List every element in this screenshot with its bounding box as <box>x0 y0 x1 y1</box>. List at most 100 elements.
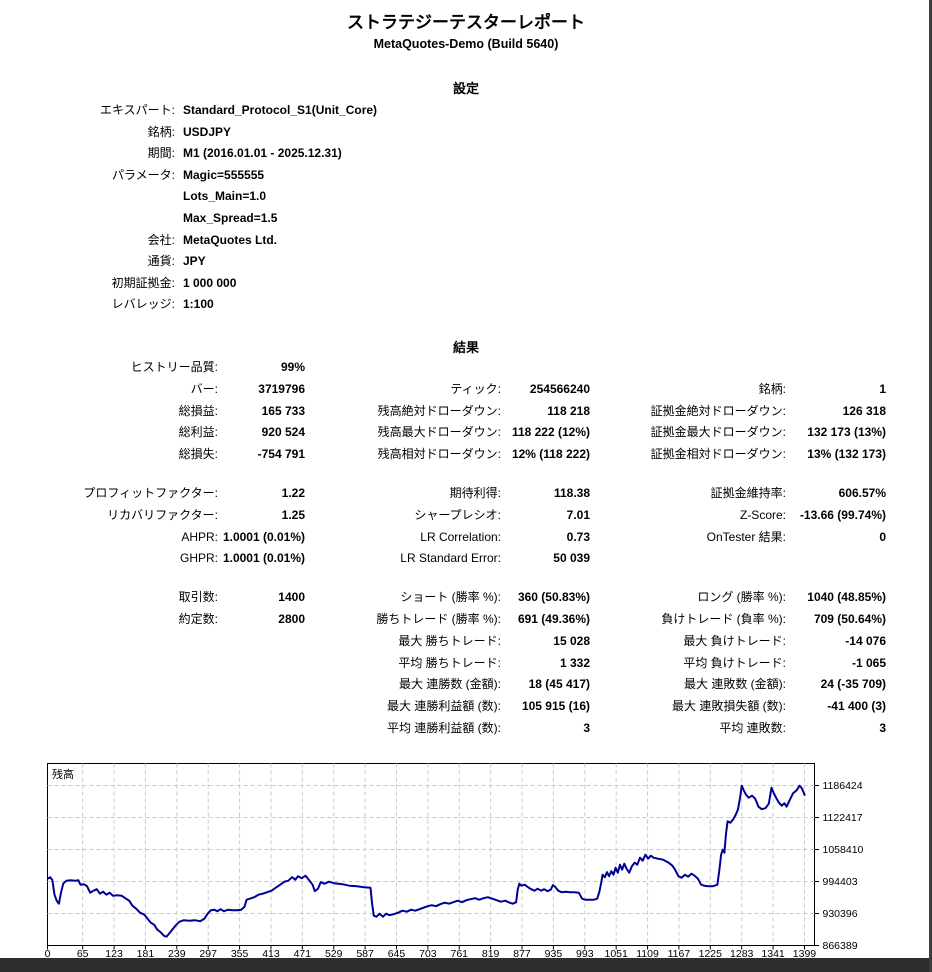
result-label <box>590 357 786 379</box>
result-label: ティック: <box>450 381 501 396</box>
result-label: 証拠金最大ドローダウン: <box>650 425 786 440</box>
result-value: 132 173 (13%) <box>807 425 886 440</box>
svg-text:1283: 1283 <box>730 948 754 960</box>
svg-text:297: 297 <box>199 948 217 960</box>
result-label: 最大 勝ちトレード: <box>398 633 501 648</box>
result-label: 証拠金相対ドローダウン: <box>650 447 786 462</box>
result-value: 118.38 <box>553 485 590 500</box>
results-row: 平均 勝ちトレード: 1 332 平均 負けトレード: -1 065 <box>0 653 932 675</box>
results-block: ヒストリー品質: 99% バー: 3719796 ティック: 254566240 銘柄: 1 総… <box>0 357 932 466</box>
result-label: 平均 連敗数: <box>719 720 786 735</box>
result-label: 平均 勝ちトレード: <box>398 655 501 670</box>
plot-border <box>47 763 815 946</box>
result-value: 12% (118 222) <box>511 447 590 462</box>
svg-text:866389: 866389 <box>823 940 858 952</box>
setting-label: 初期証拠金: <box>111 275 175 290</box>
settings-row: レバレッジ: 1:100 <box>0 294 932 316</box>
results-row: 最大 連勝数 (金額): 18 (45 417) 最大 連敗数 (金額): 24 (-… <box>0 674 932 696</box>
svg-text:471: 471 <box>294 948 312 960</box>
result-label: 総損益: <box>178 403 218 418</box>
setting-label <box>0 208 175 230</box>
setting-label: エキスパート: <box>100 103 175 117</box>
result-label: ヒストリー品質: <box>130 360 218 374</box>
svg-text:761: 761 <box>450 948 468 960</box>
report-subtitle: MetaQuotes-Demo (Build 5640) <box>373 37 559 51</box>
result-value: 105 915 (16) <box>521 699 590 714</box>
settings-row: Lots_Main=1.0 <box>0 186 932 208</box>
settings-row: 期間: M1 (2016.01.01 - 2025.12.31) <box>0 143 932 165</box>
results-table: ヒストリー品質: 99% バー: 3719796 ティック: 254566240 銘柄: 1 総… <box>0 357 932 757</box>
result-value <box>218 653 305 675</box>
setting-value: Lots_Main=1.0 <box>183 189 267 204</box>
settings-table: エキスパート: Standard_Protocol_S1(Unit_Core) 銘柄… <box>0 100 932 316</box>
balance-chart: 残高 0 65 123 181 239 297 355 413 471 529 587 645 703 7… <box>44 761 932 967</box>
result-value <box>218 696 305 718</box>
setting-label: 銘柄: <box>147 124 175 139</box>
result-label: 残高最大ドローダウン: <box>377 425 501 440</box>
result-label: 総損失: <box>178 447 218 462</box>
results-heading: 結果 <box>452 340 479 355</box>
result-label: シャープレシオ: <box>414 507 501 522</box>
setting-value: USDJPY <box>183 124 232 139</box>
settings-row: 会社: MetaQuotes Ltd. <box>0 230 932 252</box>
setting-value: Magic=555555 <box>183 167 265 182</box>
result-value: 0 <box>879 529 886 544</box>
x-axis-labels: 0 65 123 181 239 297 355 413 471 529 587 645 703 761 8… <box>45 948 817 960</box>
result-label: 最大 連勝利益額 (数): <box>387 699 501 714</box>
settings-heading: 設定 <box>452 81 479 96</box>
setting-value: 1 000 000 <box>183 275 237 290</box>
result-value: -1 065 <box>851 655 886 670</box>
result-label: 残高相対ドローダウン: <box>377 447 501 462</box>
result-value: 1.22 <box>281 485 305 500</box>
svg-text:181: 181 <box>137 948 155 960</box>
result-label: 期待利得: <box>449 485 501 500</box>
result-value <box>786 357 886 379</box>
result-value: 15 028 <box>553 633 590 648</box>
result-label: 勝ちトレード (勝率 %): <box>376 611 501 626</box>
result-value <box>786 548 886 570</box>
result-label: GHPR: <box>179 551 218 566</box>
result-label: 平均 負けトレード: <box>683 655 786 670</box>
setting-label: 期間: <box>147 146 175 161</box>
result-value <box>218 674 305 696</box>
axis-ticks <box>47 784 819 950</box>
svg-text:355: 355 <box>231 948 249 960</box>
result-value: 0.73 <box>566 529 590 544</box>
result-label: ショート (勝率 %): <box>400 590 501 605</box>
result-value: 691 (49.36%) <box>517 611 590 626</box>
results-row: バー: 3719796 ティック: 254566240 銘柄: 1 <box>0 379 932 401</box>
svg-text:1051: 1051 <box>604 948 628 960</box>
results-row: 総利益: 920 524 残高最大ドローダウン: 118 222 (12%) 証拠金最大… <box>0 422 932 444</box>
results-row: 約定数: 2800 勝ちトレード (勝率 %): 691 (49.36%) 負けトレード… <box>0 609 932 631</box>
result-value: 254566240 <box>529 381 590 396</box>
results-block: プロフィットファクター: 1.22 期待利得: 118.38 証拠金維持率: 606.57… <box>0 483 932 570</box>
setting-value: Standard_Protocol_S1(Unit_Core) <box>183 103 378 117</box>
setting-label <box>0 186 175 208</box>
result-label: ロング (勝率 %): <box>697 590 786 605</box>
result-label: LR Correlation: <box>420 529 501 544</box>
result-label <box>0 631 218 653</box>
result-value: 126 318 <box>842 403 886 418</box>
result-value: 360 (50.83%) <box>517 590 590 605</box>
result-label: OnTester 結果: <box>706 529 786 544</box>
result-value: 118 218 <box>547 403 590 418</box>
result-label <box>0 674 218 696</box>
setting-label: パラメータ: <box>112 167 175 182</box>
results-row: プロフィットファクター: 1.22 期待利得: 118.38 証拠金維持率: 606.57… <box>0 483 932 505</box>
result-label: 証拠金維持率: <box>710 485 786 500</box>
result-value: -14 076 <box>845 633 886 648</box>
result-label: プロフィットファクター: <box>83 485 218 500</box>
result-label: 最大 連勝数 (金額): <box>399 677 501 692</box>
settings-row: パラメータ: Magic=555555 <box>0 165 932 187</box>
results-row: 平均 連勝利益額 (数): 3 平均 連敗数: 3 <box>0 718 932 740</box>
results-row: リカバリファクター: 1.25 シャープレシオ: 7.01 Z-Score: -13.66… <box>0 505 932 527</box>
result-label <box>0 696 218 718</box>
result-value: 709 (50.64%) <box>813 611 886 626</box>
results-row: AHPR: 1.0001 (0.01%) LR Correlation: 0.73 On… <box>0 527 932 549</box>
result-value: 1.25 <box>281 507 305 522</box>
settings-row: 銘柄: USDJPY <box>0 122 932 144</box>
svg-text:587: 587 <box>356 948 374 960</box>
result-value: -13.66 (99.74%) <box>799 507 886 522</box>
result-value: 2800 <box>278 611 305 626</box>
setting-value: 1:100 <box>183 297 214 312</box>
